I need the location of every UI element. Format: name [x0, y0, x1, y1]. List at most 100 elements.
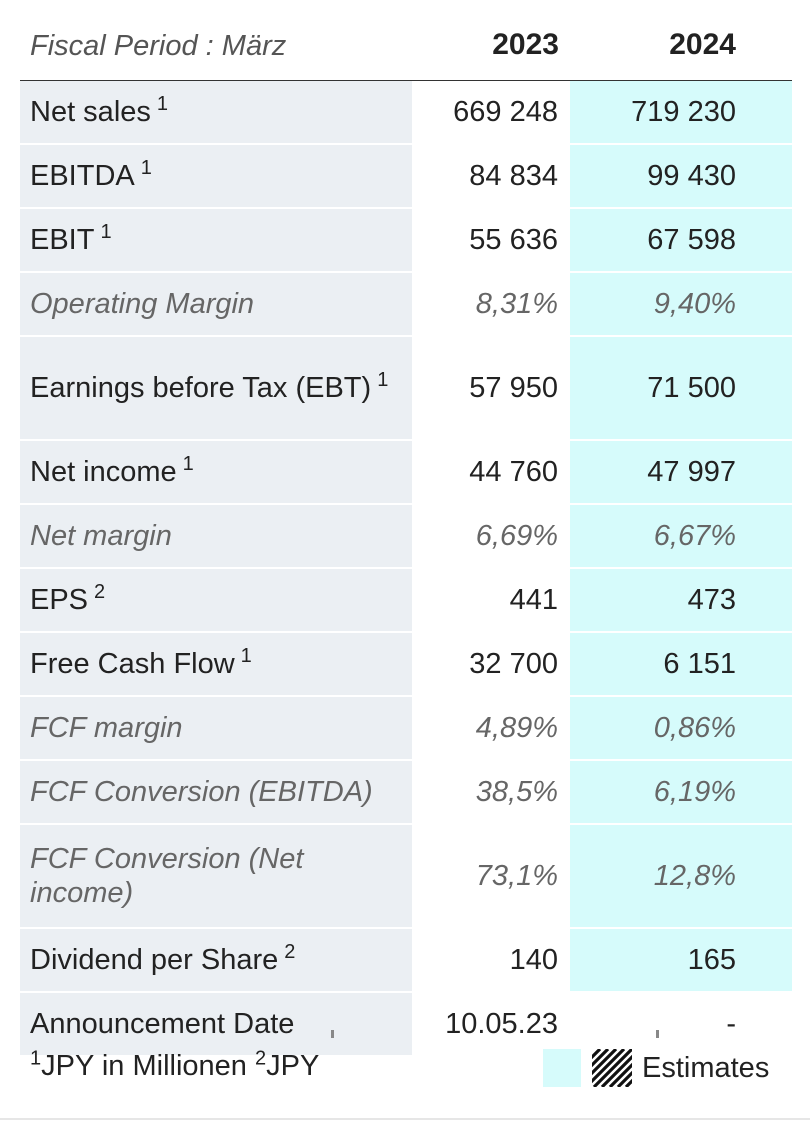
financial-table: Net sales 1 669 248 719 230 EBITDA 1 84 834 99 …: [20, 81, 792, 1057]
value-2023: 4,89%: [412, 697, 570, 759]
row-label-text-wrap: Earnings before Tax (EBT) 1: [30, 369, 389, 405]
row-label: Net income 1: [20, 441, 412, 503]
row-label-text-wrap: Net margin: [30, 519, 172, 553]
row-label-text: Net income: [30, 456, 177, 488]
row-label: Announcement Date: [20, 993, 412, 1055]
table-row: EPS 2 441 473: [20, 569, 792, 633]
row-label-text: Announcement Date: [30, 1008, 295, 1040]
table-row: Dividend per Share 2 140 165: [20, 929, 792, 993]
footnote-text-2: JPY: [266, 1050, 320, 1082]
footnote-text-1: JPY in Millionen: [41, 1050, 255, 1082]
value-2024: 0,86%: [570, 697, 792, 759]
footnote-sup-2: 2: [254, 1047, 267, 1070]
footnote-sup-1: 1: [30, 1047, 42, 1070]
value-2023: 669 248: [412, 81, 570, 143]
row-label-text-wrap: Free Cash Flow 1: [30, 645, 252, 681]
table-row: Net margin 6,69% 6,67%: [20, 505, 792, 569]
row-label-footnote-ref: 1: [240, 645, 252, 668]
table-row: EBITDA 1 84 834 99 430: [20, 145, 792, 209]
row-label: Earnings before Tax (EBT) 1: [20, 337, 412, 439]
row-label-footnote-ref: 1: [182, 453, 194, 476]
value-2023: 44 760: [412, 441, 570, 503]
value-2024: 71 500: [570, 337, 792, 439]
estimate-legend-swatch: [543, 1049, 581, 1087]
value-2023: 32 700: [412, 633, 570, 695]
row-label-text-wrap: FCF Conversion (EBITDA): [30, 775, 373, 809]
row-label-text: EPS: [30, 584, 89, 616]
row-label-text: Dividend per Share: [30, 944, 279, 976]
row-label-text: FCF Conversion (EBITDA): [30, 776, 373, 808]
row-label-text: Net sales: [30, 96, 151, 128]
value-2023: 10.05.23: [412, 993, 570, 1055]
value-2024: 67 598: [570, 209, 792, 271]
value-2024: 719 230: [570, 81, 792, 143]
footnote: 1JPY in Millionen 2JPY: [30, 1047, 320, 1083]
column-header-2023: 2023: [492, 28, 559, 61]
row-label-text-wrap: Dividend per Share 2: [30, 941, 296, 977]
table-row: FCF margin 4,89% 0,86%: [20, 697, 792, 761]
value-2024: 12,8%: [570, 825, 792, 927]
legend-label: Estimates: [642, 1052, 770, 1084]
row-label: FCF Conversion (Net income): [20, 825, 412, 927]
table-row: Earnings before Tax (EBT) 1 57 950 71 500: [20, 337, 792, 441]
table-row: Net income 1 44 760 47 997: [20, 441, 792, 505]
value-2024: 6,67%: [570, 505, 792, 567]
column-header-2024: 2024: [669, 28, 736, 61]
row-label: Net margin: [20, 505, 412, 567]
table-row: EBIT 1 55 636 67 598: [20, 209, 792, 273]
row-label: FCF Conversion (EBITDA): [20, 761, 412, 823]
table-row: Operating Margin 8,31% 9,40%: [20, 273, 792, 337]
row-label: Net sales 1: [20, 81, 412, 143]
row-label-footnote-ref: 1: [156, 93, 169, 116]
row-label-text-wrap: Net sales 1: [30, 93, 169, 129]
value-2024: -: [570, 993, 792, 1055]
value-2024: 47 997: [570, 441, 792, 503]
value-2024: 473: [570, 569, 792, 631]
value-2024: 9,40%: [570, 273, 792, 335]
row-label: Operating Margin: [20, 273, 412, 335]
row-label: EPS 2: [20, 569, 412, 631]
value-2023: 441: [412, 569, 570, 631]
row-label: EBITDA 1: [20, 145, 412, 207]
row-label-text-wrap: FCF margin: [30, 711, 183, 745]
row-label-text-wrap: EPS 2: [30, 581, 106, 617]
table-row: Net sales 1 669 248 719 230: [20, 81, 792, 145]
row-label-text: Earnings before Tax (EBT): [30, 372, 372, 404]
table-row: FCF Conversion (EBITDA) 38,5% 6,19%: [20, 761, 792, 825]
table-header: Fiscal Period : März 2023 2024: [20, 22, 792, 82]
row-label: Free Cash Flow 1: [20, 633, 412, 695]
row-label-text: EBIT: [30, 224, 95, 256]
row-label-text: EBITDA: [30, 160, 135, 192]
value-2023: 73,1%: [412, 825, 570, 927]
row-label-footnote-ref: 1: [140, 157, 152, 180]
row-label-text: Net margin: [30, 520, 172, 552]
value-2023: 140: [412, 929, 570, 991]
axis-tick: [331, 1030, 334, 1038]
row-label-footnote-ref: 1: [100, 221, 112, 244]
value-2023: 55 636: [412, 209, 570, 271]
value-2023: 57 950: [412, 337, 570, 439]
row-label-text-wrap: Operating Margin: [30, 287, 254, 321]
value-2023: 38,5%: [412, 761, 570, 823]
row-label-footnote-ref: 1: [377, 369, 389, 392]
axis-tick: [656, 1030, 659, 1038]
row-label-footnote-ref: 2: [284, 941, 296, 964]
hatch-legend-icon: [592, 1049, 632, 1087]
row-label-text-wrap: Announcement Date: [30, 1007, 294, 1041]
table-row: Announcement Date 10.05.23-: [20, 993, 792, 1057]
value-2024: 165: [570, 929, 792, 991]
row-label: EBIT 1: [20, 209, 412, 271]
row-label-text-wrap: EBIT 1: [30, 221, 112, 257]
table-row: Free Cash Flow 1 32 700 6 151: [20, 633, 792, 697]
row-label-footnote-ref: 2: [94, 581, 106, 604]
table-row: FCF Conversion (Net income) 73,1% 12,8%: [20, 825, 792, 929]
value-2023: 84 834: [412, 145, 570, 207]
row-label: FCF margin: [20, 697, 412, 759]
row-label: Dividend per Share 2: [20, 929, 412, 991]
value-2024: 6 151: [570, 633, 792, 695]
row-label-text-wrap: Net income 1: [30, 453, 194, 489]
row-label-text-wrap: EBITDA 1: [30, 157, 152, 193]
row-label-text: Free Cash Flow: [30, 648, 235, 680]
value-2023: 8,31%: [412, 273, 570, 335]
